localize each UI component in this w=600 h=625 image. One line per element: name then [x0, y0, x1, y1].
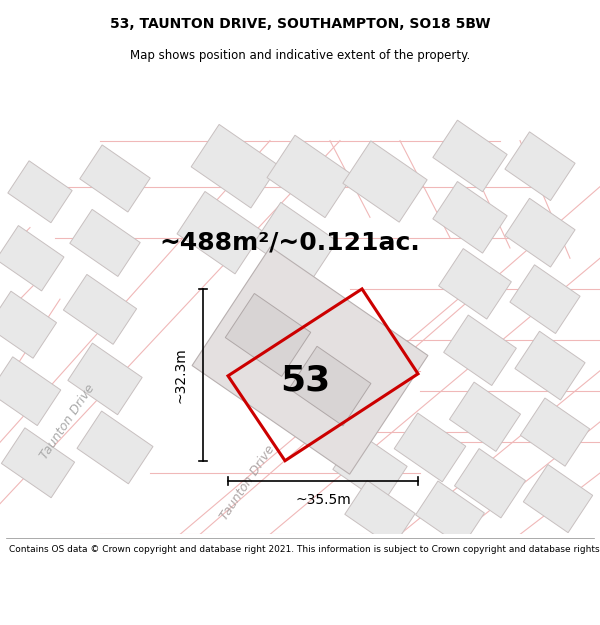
Polygon shape: [289, 346, 371, 426]
Polygon shape: [433, 120, 507, 192]
Polygon shape: [8, 161, 72, 222]
Polygon shape: [253, 202, 337, 284]
Polygon shape: [515, 331, 585, 400]
Text: Taunton Drive: Taunton Drive: [38, 382, 98, 462]
Polygon shape: [0, 291, 56, 358]
Polygon shape: [225, 294, 311, 376]
Polygon shape: [64, 274, 137, 344]
Text: 53, TAUNTON DRIVE, SOUTHAMPTON, SO18 5BW: 53, TAUNTON DRIVE, SOUTHAMPTON, SO18 5BW: [110, 17, 490, 31]
Text: 53: 53: [280, 364, 330, 398]
Text: Taunton Drive: Taunton Drive: [218, 443, 278, 523]
Polygon shape: [394, 413, 466, 482]
Text: Contains OS data © Crown copyright and database right 2021. This information is : Contains OS data © Crown copyright and d…: [9, 545, 600, 554]
Polygon shape: [70, 209, 140, 276]
Text: ~32.3m: ~32.3m: [174, 347, 188, 403]
Text: Map shows position and indicative extent of the property.: Map shows position and indicative extent…: [130, 49, 470, 62]
Polygon shape: [177, 191, 263, 274]
Polygon shape: [345, 481, 415, 548]
Polygon shape: [449, 382, 521, 451]
Polygon shape: [0, 357, 61, 426]
Polygon shape: [510, 265, 580, 334]
Polygon shape: [0, 226, 64, 291]
Polygon shape: [343, 141, 427, 222]
Polygon shape: [439, 249, 511, 319]
Text: ~488m²/~0.121ac.: ~488m²/~0.121ac.: [160, 231, 421, 255]
Polygon shape: [77, 411, 153, 484]
Polygon shape: [433, 181, 507, 253]
Polygon shape: [416, 481, 484, 547]
Polygon shape: [443, 315, 517, 386]
Text: ~35.5m: ~35.5m: [295, 492, 351, 507]
Polygon shape: [192, 247, 428, 474]
Polygon shape: [191, 124, 279, 208]
Polygon shape: [523, 464, 593, 532]
Polygon shape: [505, 198, 575, 267]
Polygon shape: [80, 145, 150, 212]
Polygon shape: [505, 132, 575, 201]
Polygon shape: [333, 432, 407, 504]
Polygon shape: [520, 398, 590, 466]
Polygon shape: [68, 343, 142, 415]
Polygon shape: [454, 449, 526, 518]
Polygon shape: [267, 135, 353, 218]
Polygon shape: [1, 428, 74, 498]
